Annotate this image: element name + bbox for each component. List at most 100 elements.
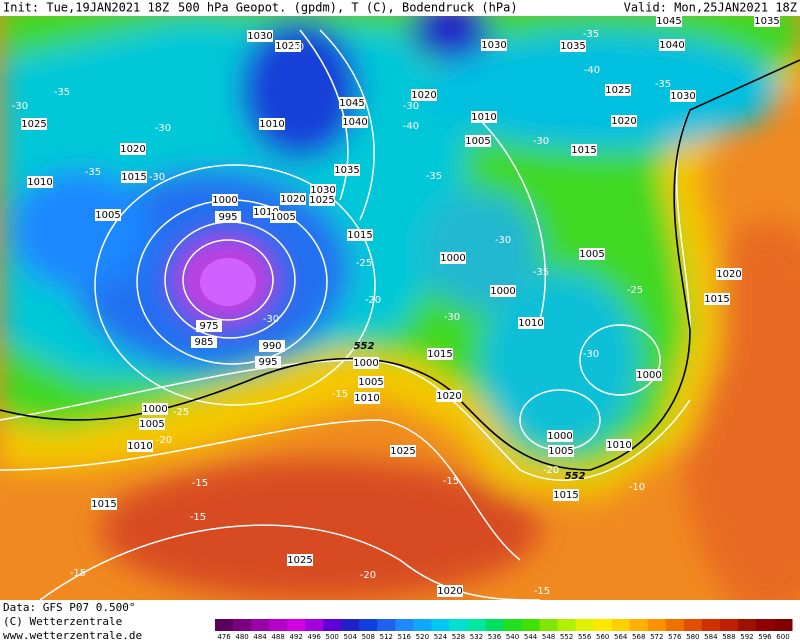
init-time: Init: Tue,19JAN2021 18Z <box>3 1 169 15</box>
temperature-label: -20 <box>360 570 376 581</box>
temperature-label: -25 <box>356 258 372 269</box>
isobar-label-box <box>358 376 384 388</box>
colorbar-swatch <box>233 619 252 631</box>
temperature-label: -30 <box>403 101 419 112</box>
isobar-label-box <box>436 390 462 402</box>
isobar-label-box <box>548 445 574 457</box>
isobar-label: 1035 <box>334 165 359 176</box>
isobar-label: 1020 <box>411 90 436 101</box>
isobar-label: 1020 <box>280 194 305 205</box>
isobar-label-box <box>636 369 662 381</box>
data-source: Data: GFS P07 0.500° <box>3 601 135 614</box>
colorbar-label: 492 <box>289 633 302 641</box>
colorbar-label: 580 <box>686 633 699 641</box>
temperature-label: -30 <box>12 101 28 112</box>
colorbar-swatch <box>593 619 613 631</box>
colorbar-swatch <box>215 619 234 631</box>
colorbar-swatch <box>449 619 468 631</box>
temperature-label: -15 <box>192 478 208 489</box>
isobar-label-box <box>127 440 153 452</box>
isobar-label-box <box>481 39 507 51</box>
isobar-label-box <box>280 193 306 205</box>
isobar-label-box <box>353 357 379 369</box>
colorbar-swatch <box>665 619 685 631</box>
isobar-label-box <box>605 84 631 96</box>
height-label: 552 <box>354 341 375 352</box>
colorbar-swatch <box>683 619 703 631</box>
colorbar-swatch <box>377 619 396 631</box>
colorbar-swatch <box>737 619 757 631</box>
temperature-label: -30 <box>583 349 599 360</box>
colorbar-label: 504 <box>344 633 358 641</box>
colorbar-label: 600 <box>776 633 789 641</box>
colorbar-label: 544 <box>524 633 538 641</box>
isobar-label: 1010 <box>27 177 52 188</box>
isobar-label: 975 <box>199 321 218 332</box>
isobar-label-box <box>255 356 281 368</box>
isobar-label-box <box>270 211 296 223</box>
isobar-label-box <box>611 115 637 127</box>
temperature-label: -30 <box>444 312 460 323</box>
colorbar-label: 572 <box>650 633 663 641</box>
colorbar-label: 476 <box>217 633 231 641</box>
colorbar-label: 516 <box>398 633 412 641</box>
temperature-label: -25 <box>627 285 643 296</box>
isobar-label: 1030 <box>310 185 335 196</box>
temperature-label: -30 <box>149 172 165 183</box>
isobar-label-box <box>334 164 360 176</box>
isobar-label-box <box>553 489 579 501</box>
colorbar-swatch <box>575 619 595 631</box>
colorbar-label: 548 <box>542 633 555 641</box>
isobar-label-box <box>120 143 146 155</box>
isobar-label-box <box>579 248 605 260</box>
colorbar-label: 528 <box>452 633 465 641</box>
temperature-label: -35 <box>533 267 549 278</box>
isobar-label-box <box>518 317 544 329</box>
temperature-label: -20 <box>543 465 559 476</box>
isobar-label-box <box>427 348 453 360</box>
isobar-label: 1030 <box>670 91 695 102</box>
colorbar-swatch <box>719 619 739 631</box>
isobar-label: 1025 <box>309 195 334 206</box>
isobar-label: 1025 <box>390 446 415 457</box>
colorbar-swatch <box>557 619 577 631</box>
isobar-label-box <box>716 268 742 280</box>
isobar-label: 1020 <box>120 144 145 155</box>
isobar-label-box <box>139 418 165 430</box>
isobar-label-box <box>347 229 373 241</box>
isobar-label-box <box>571 144 597 156</box>
temperature-label: -30 <box>533 136 549 147</box>
isobar-label: 1010 <box>127 441 152 452</box>
isobar-label-box <box>670 90 696 102</box>
isobar-label: 1010 <box>253 207 278 218</box>
isobar-label-box <box>212 194 238 206</box>
isobar-label-box <box>465 135 491 147</box>
isobar-label-box <box>21 118 47 130</box>
isobar-label: 990 <box>262 341 281 352</box>
isobar-label-box <box>310 184 336 196</box>
colorbar-swatch <box>503 619 523 631</box>
isobar-label: 1005 <box>465 136 490 147</box>
colorbar-swatch <box>305 619 324 631</box>
temperature-label: -15 <box>534 586 550 597</box>
colorbar-swatch <box>755 619 775 631</box>
isobar-label-box <box>142 403 168 415</box>
isobar-label-box <box>547 430 573 442</box>
isobar-label-box <box>342 116 368 128</box>
isobar-label-box <box>390 445 416 457</box>
colorbar-swatch <box>647 619 667 631</box>
colorbar-swatch <box>629 619 649 631</box>
isobar-label: 1035 <box>560 41 585 52</box>
isobar-label: 1025 <box>275 41 300 52</box>
isobar-label: 1020 <box>611 116 636 127</box>
isobar-label: 1015 <box>704 294 729 305</box>
temperature-label: -30 <box>155 123 171 134</box>
isobar-label-box <box>354 392 380 404</box>
map-title: 500 hPa Geopot. (gpdm), T (C), Bodendruc… <box>178 1 518 15</box>
isobar-label-box <box>437 585 463 597</box>
temperature-label: -15 <box>70 568 86 579</box>
isobar-label: 1000 <box>440 253 465 264</box>
isobar-label-box <box>275 40 301 52</box>
